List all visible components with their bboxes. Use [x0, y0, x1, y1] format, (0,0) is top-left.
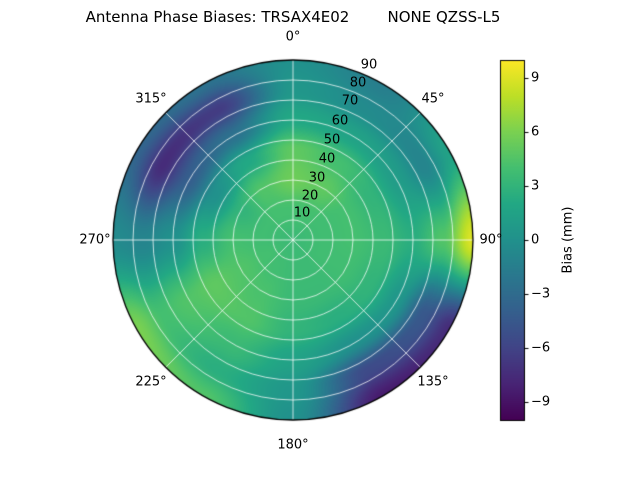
radial-tick-label-20: 20: [301, 188, 319, 204]
angular-tick-label-135: 135°: [417, 374, 449, 390]
angular-tick-label-180: 180°: [277, 437, 309, 453]
colorbar-tick-label-6: 6: [531, 124, 540, 140]
radial-tick-label-40: 40: [318, 151, 336, 167]
colorbar-tick-label-0: 0: [531, 232, 540, 248]
angular-tick-label-270: 270°: [79, 232, 111, 248]
angular-tick-label-0: 0°: [285, 29, 301, 45]
radial-tick-label-80: 80: [349, 75, 367, 91]
radial-tick-label-90: 90: [360, 57, 378, 73]
colorbar-tick-label-m6: −6: [531, 340, 551, 356]
angular-tick-label-45: 45°: [421, 91, 445, 107]
radial-tick-label-50: 50: [323, 132, 341, 148]
angular-tick-label-90: 90°: [479, 232, 503, 248]
chart-title: Antenna Phase Biases: TRSAX4E02 NONE QZS…: [85, 8, 501, 26]
radial-tick-label-10: 10: [293, 205, 311, 221]
colorbar-tick-label-3: 3: [531, 178, 540, 194]
radial-tick-label-60: 60: [331, 113, 349, 129]
colorbar-axis-label: Bias (mm): [560, 206, 576, 274]
radial-tick-label-70: 70: [341, 93, 359, 109]
angular-tick-label-315: 315°: [135, 91, 167, 107]
colorbar-tick-label-m9: −9: [531, 394, 551, 410]
colorbar-tick-label-9: 9: [531, 70, 540, 86]
colorbar-tick-label-m3: −3: [531, 286, 551, 302]
angular-tick-label-225: 225°: [135, 374, 167, 390]
radial-tick-label-30: 30: [308, 170, 326, 186]
